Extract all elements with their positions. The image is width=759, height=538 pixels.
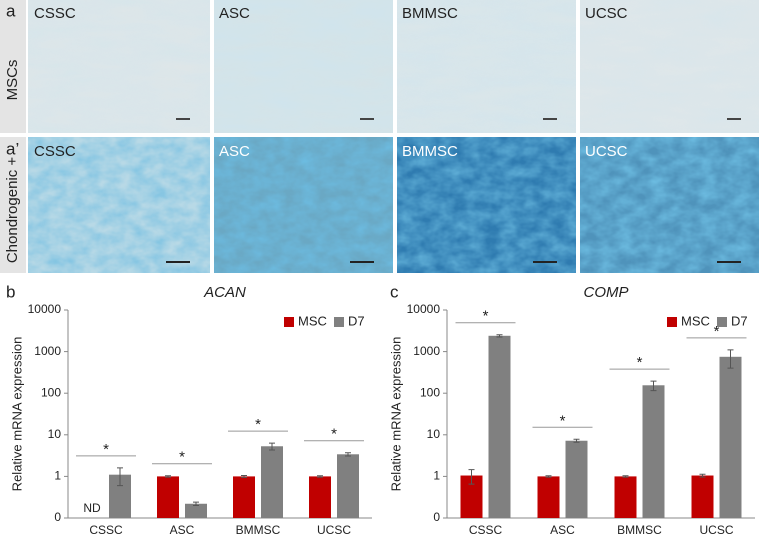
sig-label: * <box>331 426 337 443</box>
y-tick-label: 10000 <box>28 302 62 316</box>
sig-label: * <box>483 308 489 325</box>
legend-swatch <box>717 317 727 327</box>
image-label: BMMSC <box>402 5 458 22</box>
chart-title: ACAN <box>203 284 246 301</box>
sig-label: * <box>637 354 643 371</box>
bar <box>642 385 665 518</box>
y-tick-label: 10000 <box>407 302 441 316</box>
y-tick-label: 1000 <box>34 344 61 358</box>
error-bar <box>345 452 351 457</box>
bar <box>565 440 588 518</box>
sig-label: * <box>560 412 566 429</box>
error-bar <box>496 334 503 338</box>
error-bar <box>622 475 629 478</box>
panel-letter: a’ <box>6 139 19 158</box>
y-tick-label: 1000 <box>413 344 440 358</box>
sig-label: * <box>179 449 185 466</box>
bar <box>488 335 511 518</box>
row-label-bg <box>0 0 26 133</box>
image-label: ASC <box>219 143 250 160</box>
panel-a: a MSCs CSSC ASC BMMSC UCSC <box>0 0 759 133</box>
bar <box>309 476 331 518</box>
image-label: UCSC <box>585 143 628 160</box>
x-tick-label: ASC <box>170 523 195 537</box>
x-tick-label: CSSC <box>469 523 503 537</box>
bar <box>614 476 637 518</box>
panel-a-prime: a’ Chondrogenic + CSSC ASC BMMSC UCSC <box>0 137 759 273</box>
y-axis-label: Relative mRNA expression <box>388 337 403 492</box>
error-bar <box>165 475 171 478</box>
error-bar <box>727 349 734 369</box>
y-tick-label: 10 <box>48 427 62 441</box>
legend-swatch <box>667 317 677 327</box>
panel-letter: a <box>6 1 16 20</box>
error-bar <box>117 467 123 487</box>
row-label: Chondrogenic + <box>4 157 21 264</box>
x-tick-label: UCSC <box>317 523 351 537</box>
bar <box>157 476 179 518</box>
legend-label: MSC <box>298 313 327 328</box>
annotation: ND <box>83 501 101 515</box>
image <box>580 137 759 273</box>
bar <box>337 454 359 518</box>
image <box>580 0 759 133</box>
x-tick-label: BMMSC <box>617 523 662 537</box>
image <box>28 0 210 133</box>
legend-label: D7 <box>348 313 365 328</box>
error-bar <box>573 438 580 443</box>
error-bar <box>699 473 706 478</box>
error-bar <box>317 475 323 478</box>
x-tick-label: ASC <box>550 523 575 537</box>
legend-label: MSC <box>681 313 710 328</box>
y-tick-label: 100 <box>41 385 61 399</box>
error-bar <box>193 501 199 506</box>
bar <box>185 503 207 518</box>
sig-label: * <box>714 323 720 340</box>
x-tick-label: CSSC <box>89 523 123 537</box>
image-label: ASC <box>219 5 250 22</box>
row-label: MSCs <box>4 60 21 101</box>
image <box>214 137 393 273</box>
row-label-bg <box>0 137 26 273</box>
y-tick-label: 1 <box>54 469 61 483</box>
panel-letter: b <box>6 282 15 301</box>
y-tick-label: 0 <box>54 510 61 524</box>
bar <box>261 446 283 518</box>
error-bar <box>241 475 247 478</box>
error-bar <box>545 475 552 478</box>
image-label: CSSC <box>34 5 76 22</box>
chart-title: COMP <box>584 284 629 301</box>
image <box>28 137 210 273</box>
image <box>397 137 576 273</box>
error-bar <box>468 469 475 485</box>
bar <box>109 474 131 518</box>
bar <box>460 475 483 518</box>
x-tick-label: BMMSC <box>236 523 281 537</box>
y-tick-label: 100 <box>420 385 440 399</box>
legend-swatch <box>334 317 344 327</box>
x-tick-label: UCSC <box>699 523 733 537</box>
bar <box>719 356 742 518</box>
image-label: UCSC <box>585 5 628 22</box>
image <box>397 0 576 133</box>
image <box>214 0 393 133</box>
sig-label: * <box>255 416 261 433</box>
error-bar <box>269 442 275 451</box>
bar <box>233 476 255 518</box>
legend-label: D7 <box>731 313 748 328</box>
legend-swatch <box>284 317 294 327</box>
panel-letter: c <box>390 282 399 301</box>
error-bar <box>650 380 657 392</box>
bar <box>537 476 560 518</box>
y-tick-label: 0 <box>433 510 440 524</box>
y-axis-label: Relative mRNA expression <box>9 337 24 492</box>
image-label: BMMSC <box>402 143 458 160</box>
bar <box>691 475 714 518</box>
image-label: CSSC <box>34 143 76 160</box>
y-tick-label: 1 <box>433 469 440 483</box>
sig-label: * <box>103 441 109 458</box>
y-tick-label: 10 <box>427 427 441 441</box>
